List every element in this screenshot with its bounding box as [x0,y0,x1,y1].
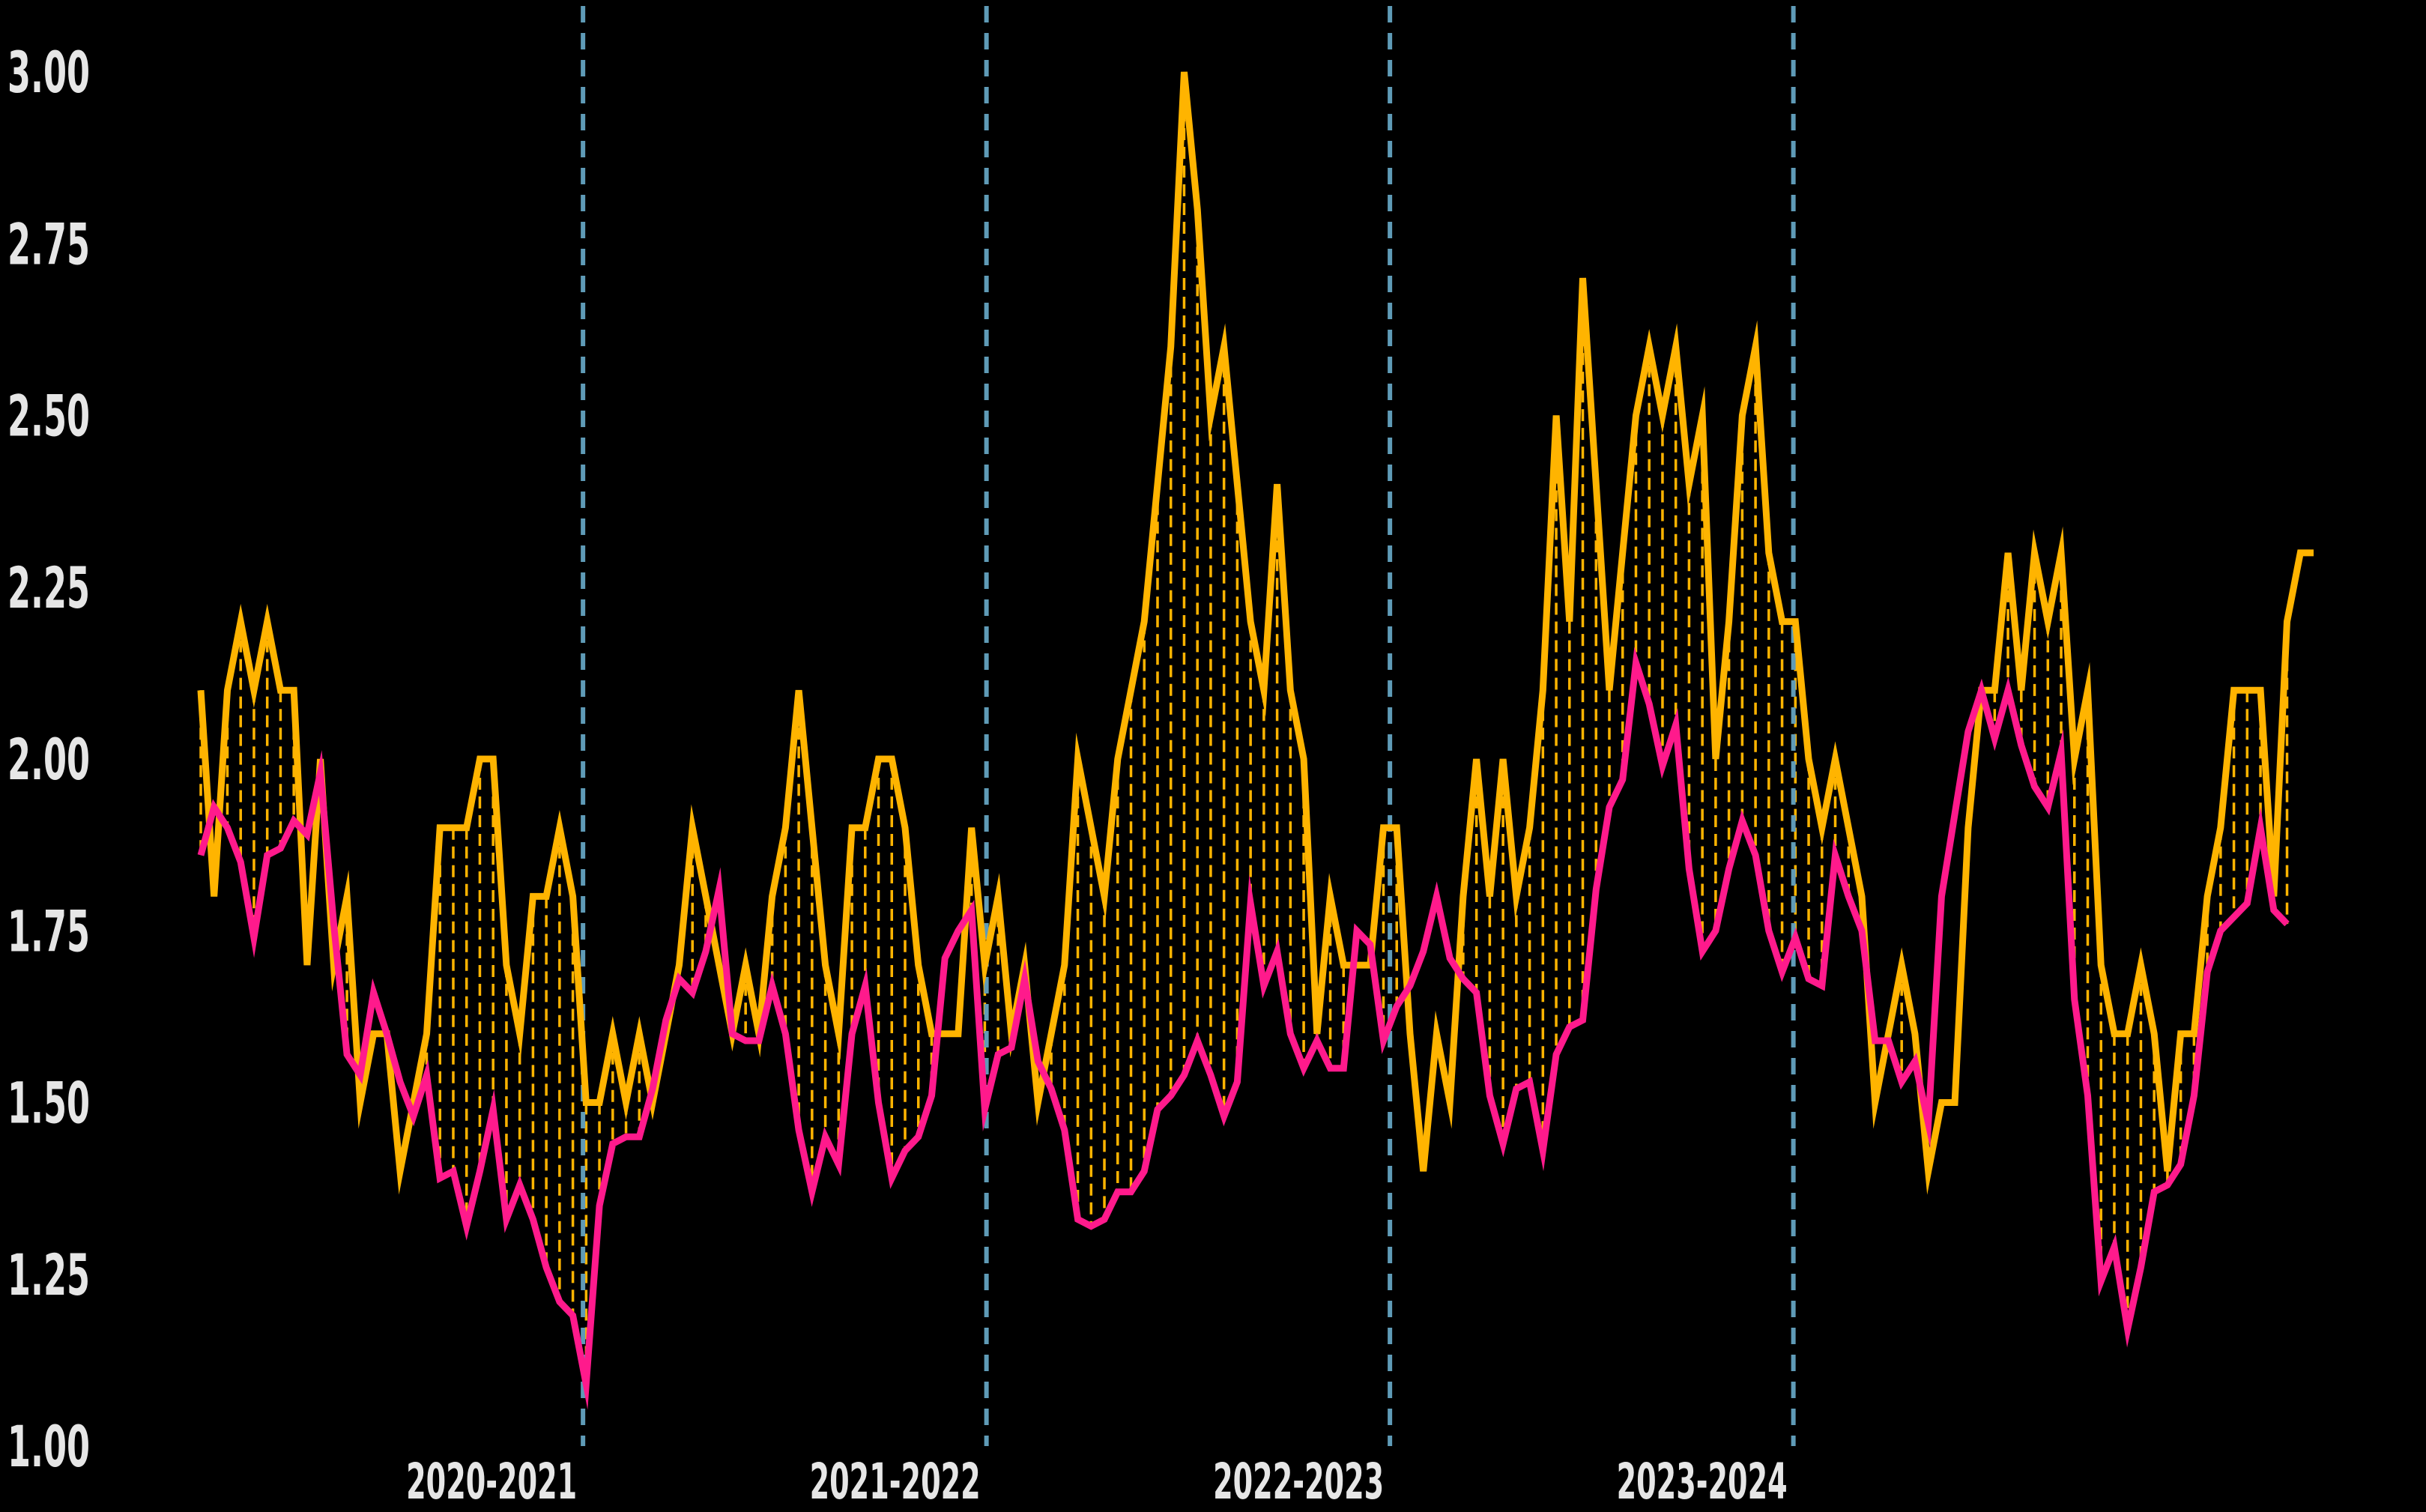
season-label: 2021-2022 [810,1453,981,1511]
y-tick-label: 1.25 [7,1242,90,1308]
series-line-layer [197,71,2314,1410]
y-tick-label: 2.00 [7,726,90,793]
x-axis: 2020-2021 2021-2022 2022-2023 2023-2024 [406,1453,1787,1511]
y-tick-label: 2.25 [7,554,90,621]
season-label: 2022-2023 [1213,1453,1384,1511]
y-tick-label: 3.00 [7,39,90,106]
y-tick-label: 2.75 [7,211,90,277]
season-label: 2023-2024 [1617,1453,1788,1511]
y-tick-label: 1.50 [7,1070,90,1137]
y-tick-label: 1.00 [7,1413,90,1480]
y-tick-label: 2.50 [7,383,90,450]
series-line-lower [197,647,2290,1410]
y-tick-label: 1.75 [7,898,90,964]
y-axis: 1.00 1.25 1.50 1.75 2.00 2.25 2.50 2.75 3.00 [7,39,90,1480]
season-label: 2020-2021 [406,1453,577,1511]
series-line-upper [197,71,2314,1195]
season-separator-layer [581,6,1796,1446]
fill-between-layer [199,72,2289,1385]
